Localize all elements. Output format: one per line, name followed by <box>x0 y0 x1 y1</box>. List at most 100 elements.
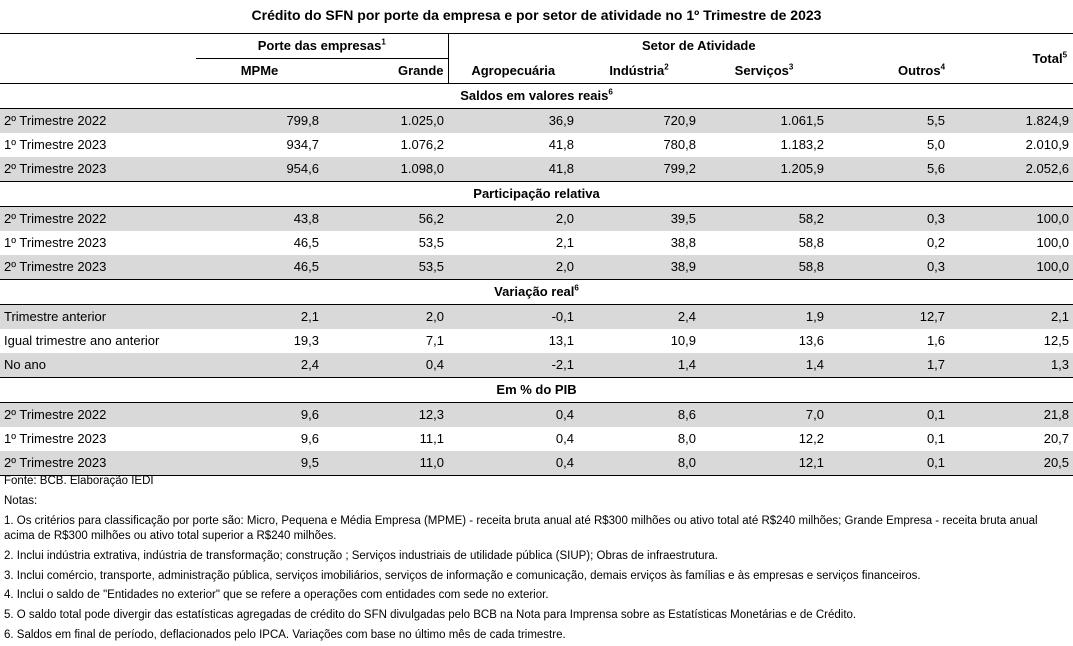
table-row: 1º Trimestre 2023 46,5 53,5 2,1 38,8 58,8 0,2 1… <box>0 231 1073 255</box>
table-row: 1º Trimestre 2023 9,6 11,1 0,4 8,0 12,2 0,1 20,… <box>0 427 1073 451</box>
table-row: 2º Trimestre 2023 954,6 1.098,0 41,8 799,2 1.… <box>0 157 1073 182</box>
table-cell: 13,6 <box>798 333 824 348</box>
table-cell: 0,4 <box>323 353 448 378</box>
table-cell: 20,7 <box>1043 431 1070 446</box>
table-cell: 39,5 <box>578 206 700 231</box>
table-cell: 7,0 <box>700 402 828 427</box>
table-cell: 2.010,9 <box>1025 137 1070 152</box>
table-cell: 2,0 <box>448 206 578 231</box>
table-cell: 43,8 <box>196 206 323 231</box>
table-cell: 8,0 <box>578 451 700 476</box>
row-label: 2º Trimestre 2022 <box>0 206 196 231</box>
section-title: Em % do PIB <box>0 377 1073 403</box>
row-label: Trimestre anterior <box>0 304 196 329</box>
row-label: 1º Trimestre 2023 <box>4 431 107 446</box>
section-title: Saldos em valores reais6 <box>0 83 1073 109</box>
row-label: 1º Trimestre 2023 <box>4 137 107 152</box>
table-cell: 1.824,9 <box>949 108 1073 133</box>
table-cell: -0,1 <box>448 304 578 329</box>
table-cell: 11,1 <box>419 431 444 446</box>
table-row: Trimestre anterior 2,1 2,0 -0,1 2,4 1,9 12,7 2,… <box>0 304 1073 329</box>
table-cell: 100,0 <box>1036 235 1070 250</box>
table-cell: 12,3 <box>323 402 448 427</box>
note-item: 1. Os critérios para classificação por p… <box>4 515 1038 543</box>
table-cell: 1,7 <box>828 353 950 378</box>
table-cell: 720,9 <box>578 108 700 133</box>
table-row: 1º Trimestre 2023 934,7 1.076,2 41,8 780,8 1.… <box>0 133 1073 157</box>
table-cell: 1.076,2 <box>400 137 444 152</box>
table-cell: 12,7 <box>828 304 950 329</box>
table-cell: 1.098,0 <box>323 157 448 182</box>
table-row: 2º Trimestre 2022 799,8 1.025,0 36,9 720,9 1.… <box>0 108 1073 133</box>
table-cell: 10,9 <box>670 333 696 348</box>
table-row: Igual trimestre ano anterior 19,3 7,1 13,1 1… <box>0 329 1073 353</box>
table-cell: 7,1 <box>425 333 444 348</box>
row-label: 2º Trimestre 2023 <box>0 157 196 182</box>
table-cell: 8,0 <box>677 431 696 446</box>
notes-list: 1. Os critérios para classificação por p… <box>4 511 1070 645</box>
table-cell: 46,5 <box>293 235 319 250</box>
table-row: 2º Trimestre 2023 46,5 53,5 2,0 38,9 58,8 0,3 1… <box>0 255 1073 280</box>
note-item: 3. Inclui comércio, transporte, administ… <box>4 569 921 582</box>
table-cell: 1.183,2 <box>780 137 824 152</box>
table-cell: 0,4 <box>555 431 574 446</box>
table-cell: 12,2 <box>798 431 824 446</box>
table-row: 2º Trimestre 2023 9,5 11,0 0,4 8,0 12,1 0,1 20,… <box>0 451 1073 476</box>
note-item: 5. O saldo total pode divergir das estat… <box>4 608 857 621</box>
table-cell: 8,6 <box>578 402 700 427</box>
column-header-3: Indústria2 <box>578 58 700 84</box>
table-cell: 100,0 <box>949 255 1073 280</box>
table-cell: 2,4 <box>196 353 323 378</box>
table-cell: 5,6 <box>828 157 950 182</box>
table-cell: 58,2 <box>700 206 828 231</box>
table-cell: 5,5 <box>828 108 950 133</box>
note-item: 6. Saldos em final de período, deflacion… <box>4 628 566 641</box>
row-label: 2º Trimestre 2022 <box>0 402 196 427</box>
section-header: Participação relativa <box>0 181 1073 207</box>
table-title: Crédito do SFN por porte da empresa e po… <box>251 7 822 23</box>
table-row: 2º Trimestre 2022 43,8 56,2 2,0 39,5 58,2 0,3 1… <box>0 206 1073 231</box>
table-cell: 1,9 <box>700 304 828 329</box>
row-label: 1º Trimestre 2023 <box>4 235 107 250</box>
table-cell: 12,1 <box>700 451 828 476</box>
table-cell: 1,6 <box>926 333 946 348</box>
row-label: No ano <box>0 353 196 378</box>
table-cell: 41,8 <box>448 157 578 182</box>
table-cell: 1.205,9 <box>700 157 828 182</box>
column-header-0: MPMe <box>196 58 323 84</box>
table-cell: 2,4 <box>578 304 700 329</box>
table-cell: 20,5 <box>949 451 1073 476</box>
table-cell: 1,4 <box>578 353 700 378</box>
table-cell: 56,2 <box>323 206 448 231</box>
table-cell: 9,6 <box>300 431 319 446</box>
header-empty <box>0 33 196 59</box>
section-header: Variação real6 <box>0 279 1073 305</box>
table-cell: 0,1 <box>828 402 950 427</box>
section-header: Em % do PIB <box>0 377 1073 403</box>
table-cell: 799,8 <box>196 108 323 133</box>
column-header-2: Agropecuária <box>447 58 578 84</box>
table-cell: 46,5 <box>196 255 323 280</box>
table-cell: 2,1 <box>196 304 323 329</box>
row-label: 2º Trimestre 2022 <box>0 108 196 133</box>
table-cell: 1,4 <box>700 353 828 378</box>
table-cell: 2,1 <box>555 235 574 250</box>
section-title: Variação real6 <box>0 279 1073 305</box>
credit-table: Porte das empresas1 Setor de Atividade T… <box>0 33 1073 476</box>
table-cell: 21,8 <box>949 402 1073 427</box>
table-cell: 1,3 <box>949 353 1073 378</box>
table-cell: 0,4 <box>448 402 578 427</box>
section-title: Participação relativa <box>0 181 1073 207</box>
table-cell: 2,0 <box>323 304 448 329</box>
table-cell: 58,8 <box>700 255 828 280</box>
table-cell: 36,9 <box>448 108 578 133</box>
header-empty-2 <box>0 58 196 84</box>
table-cell: 9,6 <box>196 402 323 427</box>
table-cell: 934,7 <box>286 137 319 152</box>
table-cell: 2,1 <box>949 304 1073 329</box>
row-label: 2º Trimestre 2023 <box>0 255 196 280</box>
header-group-setor: Setor de Atividade <box>447 33 950 59</box>
table-cell: 954,6 <box>196 157 323 182</box>
table-cell: 2,0 <box>448 255 578 280</box>
